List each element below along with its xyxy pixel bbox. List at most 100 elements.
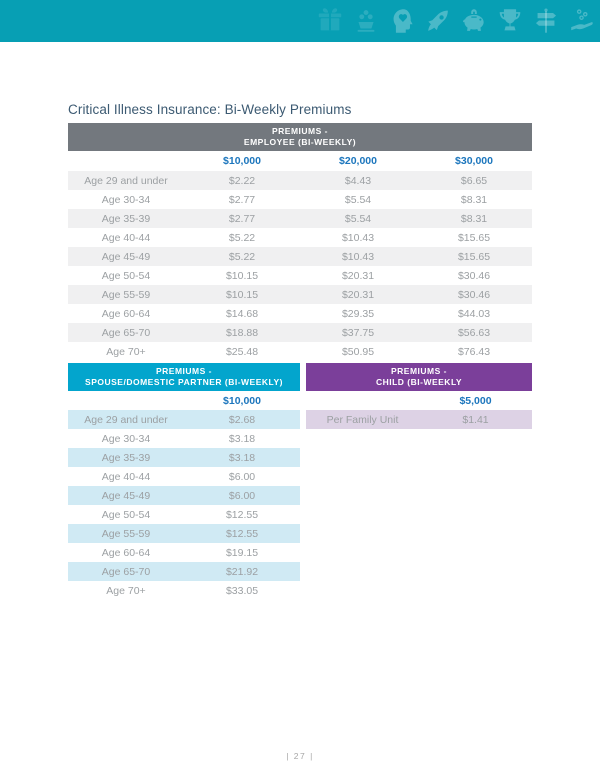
row-value: $10.43 xyxy=(341,250,375,263)
employee-column-headers: $10,000 $20,000 $30,000 xyxy=(68,151,532,171)
table-row: Age 55-59 $10.15 $20.31 $30.46 xyxy=(68,285,532,304)
row-value: $6.65 xyxy=(460,174,488,187)
rocket-icon xyxy=(428,10,448,31)
table-row: Age 50-54 $12.55 xyxy=(68,505,300,524)
row-value: $5.54 xyxy=(344,212,372,225)
row-value: $8.31 xyxy=(460,212,488,225)
row-value: $8.31 xyxy=(460,193,488,206)
row-label: Age 60-64 xyxy=(101,307,151,320)
table-row: Age 35-39 $3.18 xyxy=(68,448,300,467)
row-value: $5.54 xyxy=(344,193,372,206)
page-title: Critical Illness Insurance: Bi-Weekly Pr… xyxy=(68,102,352,117)
row-value: $2.77 xyxy=(228,193,256,206)
row-label: Age 35-39 xyxy=(101,451,151,464)
row-value: $3.18 xyxy=(228,432,256,445)
table-row: Age 30-34 $3.18 xyxy=(68,429,300,448)
row-label: Age 55-59 xyxy=(101,527,151,540)
row-value: $5.22 xyxy=(228,250,256,263)
trophy-icon xyxy=(499,9,521,31)
row-value: $30.46 xyxy=(457,288,491,301)
row-label: Age 60-64 xyxy=(101,546,151,559)
row-value: $33.05 xyxy=(225,584,259,597)
row-value: $3.18 xyxy=(228,451,256,464)
row-label: Age 45-49 xyxy=(101,489,151,502)
table-row: Age 70+ $25.48 $50.95 $76.43 xyxy=(68,342,532,361)
table-row: Age 70+ $33.05 xyxy=(68,581,300,600)
table-row: Age 45-49 $5.22 $10.43 $15.65 xyxy=(68,247,532,266)
column-header: $10,000 xyxy=(223,155,261,167)
employee-table-header: PREMIUMS - EMPLOYEE (BI-WEEKLY) xyxy=(68,123,532,151)
row-value: $1.41 xyxy=(462,413,489,426)
row-value: $12.55 xyxy=(225,527,259,540)
table-row: Per Family Unit $1.41 xyxy=(306,410,532,429)
page-number: | 27 | xyxy=(286,751,314,761)
table-row: Age 29 and under $2.68 xyxy=(68,410,300,429)
row-label: Age 40-44 xyxy=(101,231,151,244)
row-value: $76.43 xyxy=(457,345,491,358)
row-value: $15.65 xyxy=(457,250,491,263)
row-value: $4.43 xyxy=(344,174,372,187)
row-label: Age 65-70 xyxy=(101,565,151,578)
row-label: Age 29 and under xyxy=(84,174,168,187)
row-value: $20.31 xyxy=(341,269,375,282)
table-row: Age 40-44 $5.22 $10.43 $15.65 xyxy=(68,228,532,247)
header-line-1: PREMIUMS - xyxy=(272,126,328,136)
header-line-2: SPOUSE/DOMESTIC PARTNER (BI-WEEKLY) xyxy=(85,377,283,387)
row-label: Age 50-54 xyxy=(101,508,151,521)
row-value: $6.00 xyxy=(228,489,256,502)
row-value: $56.63 xyxy=(457,326,491,339)
hand-coins-icon xyxy=(571,9,593,31)
head-heart-icon xyxy=(393,9,413,33)
employee-table-body: Age 29 and under $2.22 $4.43 $6.65 Age 3… xyxy=(68,171,532,361)
row-label: Age 35-39 xyxy=(101,212,151,225)
header-line-1: PREMIUMS - xyxy=(156,366,212,376)
row-label: Age 30-34 xyxy=(101,193,151,206)
table-row: Age 30-34 $2.77 $5.54 $8.31 xyxy=(68,190,532,209)
table-row: Age 29 and under $2.22 $4.43 $6.65 xyxy=(68,171,532,190)
child-table-header: PREMIUMS - CHILD (BI-WEEKLY xyxy=(306,363,532,391)
gift-icon xyxy=(318,8,342,31)
row-value: $10.43 xyxy=(341,231,375,244)
row-value: $37.75 xyxy=(341,326,375,339)
header-line-2: EMPLOYEE (BI-WEEKLY) xyxy=(243,137,357,147)
row-value: $14.68 xyxy=(225,307,259,320)
table-row: Age 55-59 $12.55 xyxy=(68,524,300,543)
row-value: $6.00 xyxy=(228,470,256,483)
row-value: $2.22 xyxy=(228,174,256,187)
spouse-column-headers: $10,000 xyxy=(68,391,300,410)
row-label: Age 65-70 xyxy=(101,326,151,339)
row-label: Age 30-34 xyxy=(101,432,151,445)
table-row: Age 45-49 $6.00 xyxy=(68,486,300,505)
row-value: $2.68 xyxy=(228,413,256,426)
savings-coins-icon xyxy=(357,10,375,32)
row-label: Age 45-49 xyxy=(101,250,151,263)
row-label: Age 29 and under xyxy=(84,413,168,426)
table-row: Age 60-64 $14.68 $29.35 $44.03 xyxy=(68,304,532,323)
child-premiums-table: PREMIUMS - CHILD (BI-WEEKLY $5,000 Per F… xyxy=(306,363,532,429)
header-line-1: PREMIUMS - xyxy=(391,366,447,376)
row-label: Age 50-54 xyxy=(101,269,151,282)
row-label: Per Family Unit xyxy=(326,413,399,426)
row-value: $50.95 xyxy=(341,345,375,358)
spouse-table-header: PREMIUMS - SPOUSE/DOMESTIC PARTNER (BI-W… xyxy=(68,363,300,391)
column-header: $20,000 xyxy=(339,155,377,167)
row-value: $18.88 xyxy=(225,326,259,339)
row-value: $15.65 xyxy=(457,231,491,244)
row-value: $5.22 xyxy=(228,231,256,244)
header-line-2: CHILD (BI-WEEKLY xyxy=(375,377,463,387)
employee-premiums-table: PREMIUMS - EMPLOYEE (BI-WEEKLY) $10,000 … xyxy=(68,123,532,361)
row-value: $10.15 xyxy=(225,288,259,301)
child-column-headers: $5,000 xyxy=(306,391,532,410)
row-label: Age 70+ xyxy=(106,345,146,358)
child-table-body: Per Family Unit $1.41 xyxy=(306,410,532,429)
top-banner xyxy=(0,0,600,42)
row-label: Age 70+ xyxy=(106,584,146,597)
spouse-table-body: Age 29 and under $2.68 Age 30-34 $3.18 A… xyxy=(68,410,300,600)
row-label: Age 40-44 xyxy=(101,470,151,483)
row-value: $19.15 xyxy=(225,546,259,559)
table-row: Age 65-70 $21.92 xyxy=(68,562,300,581)
row-value: $21.92 xyxy=(225,565,259,578)
row-value: $44.03 xyxy=(457,307,491,320)
column-header: $10,000 xyxy=(223,394,261,407)
spouse-premiums-table: PREMIUMS - SPOUSE/DOMESTIC PARTNER (BI-W… xyxy=(68,363,300,600)
